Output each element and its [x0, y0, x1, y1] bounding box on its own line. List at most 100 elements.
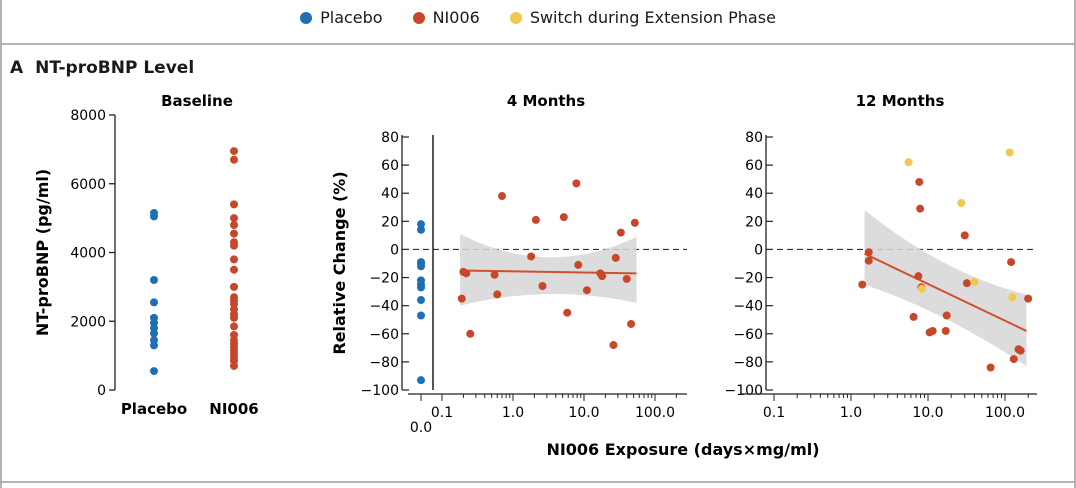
month12-y-tick-label: −80	[733, 355, 763, 371]
baseline-point-placebo	[150, 298, 158, 307]
baseline-point-placebo	[150, 329, 158, 338]
month12-point-ni006	[1016, 346, 1025, 355]
month12-point-switch	[970, 277, 979, 286]
legend-label-switch: Switch during Extension Phase	[529, 8, 776, 27]
month4-point-ni006	[572, 179, 581, 188]
month12-point-ni006	[915, 177, 924, 186]
month4-point-placebo	[417, 296, 425, 305]
month12-point-ni006	[858, 280, 867, 289]
panel-letter: A	[10, 58, 24, 78]
month4-y-axis-label: Relative Change (%)	[330, 171, 349, 354]
baseline-point-ni006	[230, 361, 238, 370]
month4-point-ni006	[527, 252, 536, 261]
baseline-y-tick-label: 0	[97, 383, 106, 399]
legend: Placebo NI006 Switch during Extension Ph…	[0, 8, 1076, 27]
baseline-point-ni006	[230, 322, 238, 331]
legend-item-switch: Switch during Extension Phase	[509, 8, 776, 27]
month4-point-placebo	[417, 225, 425, 234]
baseline-point-ni006	[230, 147, 238, 156]
month4-y-tick-label: 80	[381, 130, 399, 146]
legend-label-ni006: NI006	[432, 8, 480, 27]
baseline-point-ni006	[230, 265, 238, 274]
month4-x-tick-label: 10.0	[568, 405, 599, 421]
baseline-x-category-label: NI006	[209, 400, 258, 418]
month12-point-ni006	[928, 326, 937, 335]
month12-y-tick-label: −100	[725, 383, 763, 399]
month4-point-ni006	[462, 269, 471, 278]
month12-point-switch	[957, 199, 966, 208]
month12-y-tick-label: −60	[733, 327, 763, 343]
baseline-point-ni006	[230, 282, 238, 291]
baseline-title: Baseline	[161, 92, 233, 110]
legend-dot-placebo	[300, 11, 313, 24]
month12-title: 12 Months	[856, 92, 945, 110]
month12-point-ni006	[962, 279, 971, 288]
month4-y-tick-label: −20	[369, 271, 399, 287]
month4-point-ni006	[531, 215, 540, 224]
month12-y-tick-label: 60	[745, 158, 763, 174]
month12-point-switch	[1005, 148, 1014, 157]
month12-y-tick-label: −20	[733, 271, 763, 287]
month12-point-ni006	[1007, 258, 1016, 267]
legend-dot-ni006	[412, 11, 425, 24]
month12-point-ni006	[986, 363, 995, 372]
month4-x-tick-label: 0.1	[431, 405, 453, 421]
month12-y-tick-label: 40	[745, 186, 763, 202]
month4-confidence-band	[460, 233, 637, 306]
month4-point-ni006	[559, 213, 568, 222]
month4-point-ni006	[582, 286, 591, 295]
month4-y-tick-label: 20	[381, 214, 399, 230]
month4-x-zero-label: 0.0	[410, 420, 432, 436]
month12-y-tick-label: 0	[754, 242, 763, 258]
shared-x-axis-label: NI006 Exposure (days×mg/ml)	[546, 440, 819, 459]
month4-point-placebo	[417, 283, 425, 292]
month12-x-tick-label: 1.0	[840, 405, 862, 421]
month4-title: 4 Months	[507, 92, 585, 110]
month4-point-ni006	[616, 228, 625, 237]
month4-x-tick-label: 1.0	[502, 405, 524, 421]
month12-x-tick-label: 10.0	[912, 405, 943, 421]
month4-point-ni006	[563, 308, 572, 317]
baseline-y-tick-label: 8000	[70, 108, 106, 124]
month4-x-tick-label: 100.0	[635, 405, 675, 421]
month12-y-tick-label: −40	[733, 299, 763, 315]
month4-point-ni006	[466, 329, 475, 338]
month12-point-ni006	[914, 272, 923, 281]
month4-point-ni006	[609, 341, 618, 350]
baseline-point-ni006	[230, 313, 238, 322]
month4-point-ni006	[498, 192, 507, 201]
baseline-point-ni006	[230, 200, 238, 209]
month12-point-ni006	[864, 248, 873, 257]
baseline-point-placebo	[150, 276, 158, 284]
month4-point-ni006	[622, 274, 631, 283]
month12-point-switch	[1008, 293, 1017, 302]
month12-point-ni006	[960, 231, 969, 240]
month12-point-ni006	[941, 326, 950, 335]
month4-point-placebo	[417, 311, 425, 320]
month12-point-ni006	[942, 311, 951, 320]
month12-point-ni006	[864, 256, 873, 265]
month4-point-placebo	[417, 220, 425, 229]
baseline-point-ni006	[230, 229, 238, 238]
baseline-point-placebo	[150, 212, 158, 221]
month4-y-tick-label: −100	[361, 383, 399, 399]
baseline-point-placebo	[150, 367, 158, 376]
baseline-point-ni006	[230, 155, 238, 164]
month12-x-tick-label: 0.1	[763, 405, 785, 421]
baseline-y-tick-label: 6000	[70, 177, 106, 193]
month4-point-placebo	[417, 259, 425, 268]
month4-point-ni006	[457, 294, 466, 303]
month4-point-ni006	[598, 272, 607, 281]
month12-confidence-band	[864, 210, 1027, 367]
baseline-y-axis-label: NT-proBNP (pg/ml)	[33, 169, 52, 336]
baseline-x-category-label: Placebo	[121, 400, 187, 418]
legend-label-placebo: Placebo	[320, 8, 383, 27]
month12-x-tick-label: 100.0	[985, 405, 1025, 421]
baseline-y-tick-label: 2000	[70, 314, 106, 330]
baseline-point-placebo	[150, 341, 158, 350]
month12-y-tick-label: 80	[745, 130, 763, 146]
month4-y-tick-label: 60	[381, 158, 399, 174]
month4-trend-line	[460, 269, 637, 275]
